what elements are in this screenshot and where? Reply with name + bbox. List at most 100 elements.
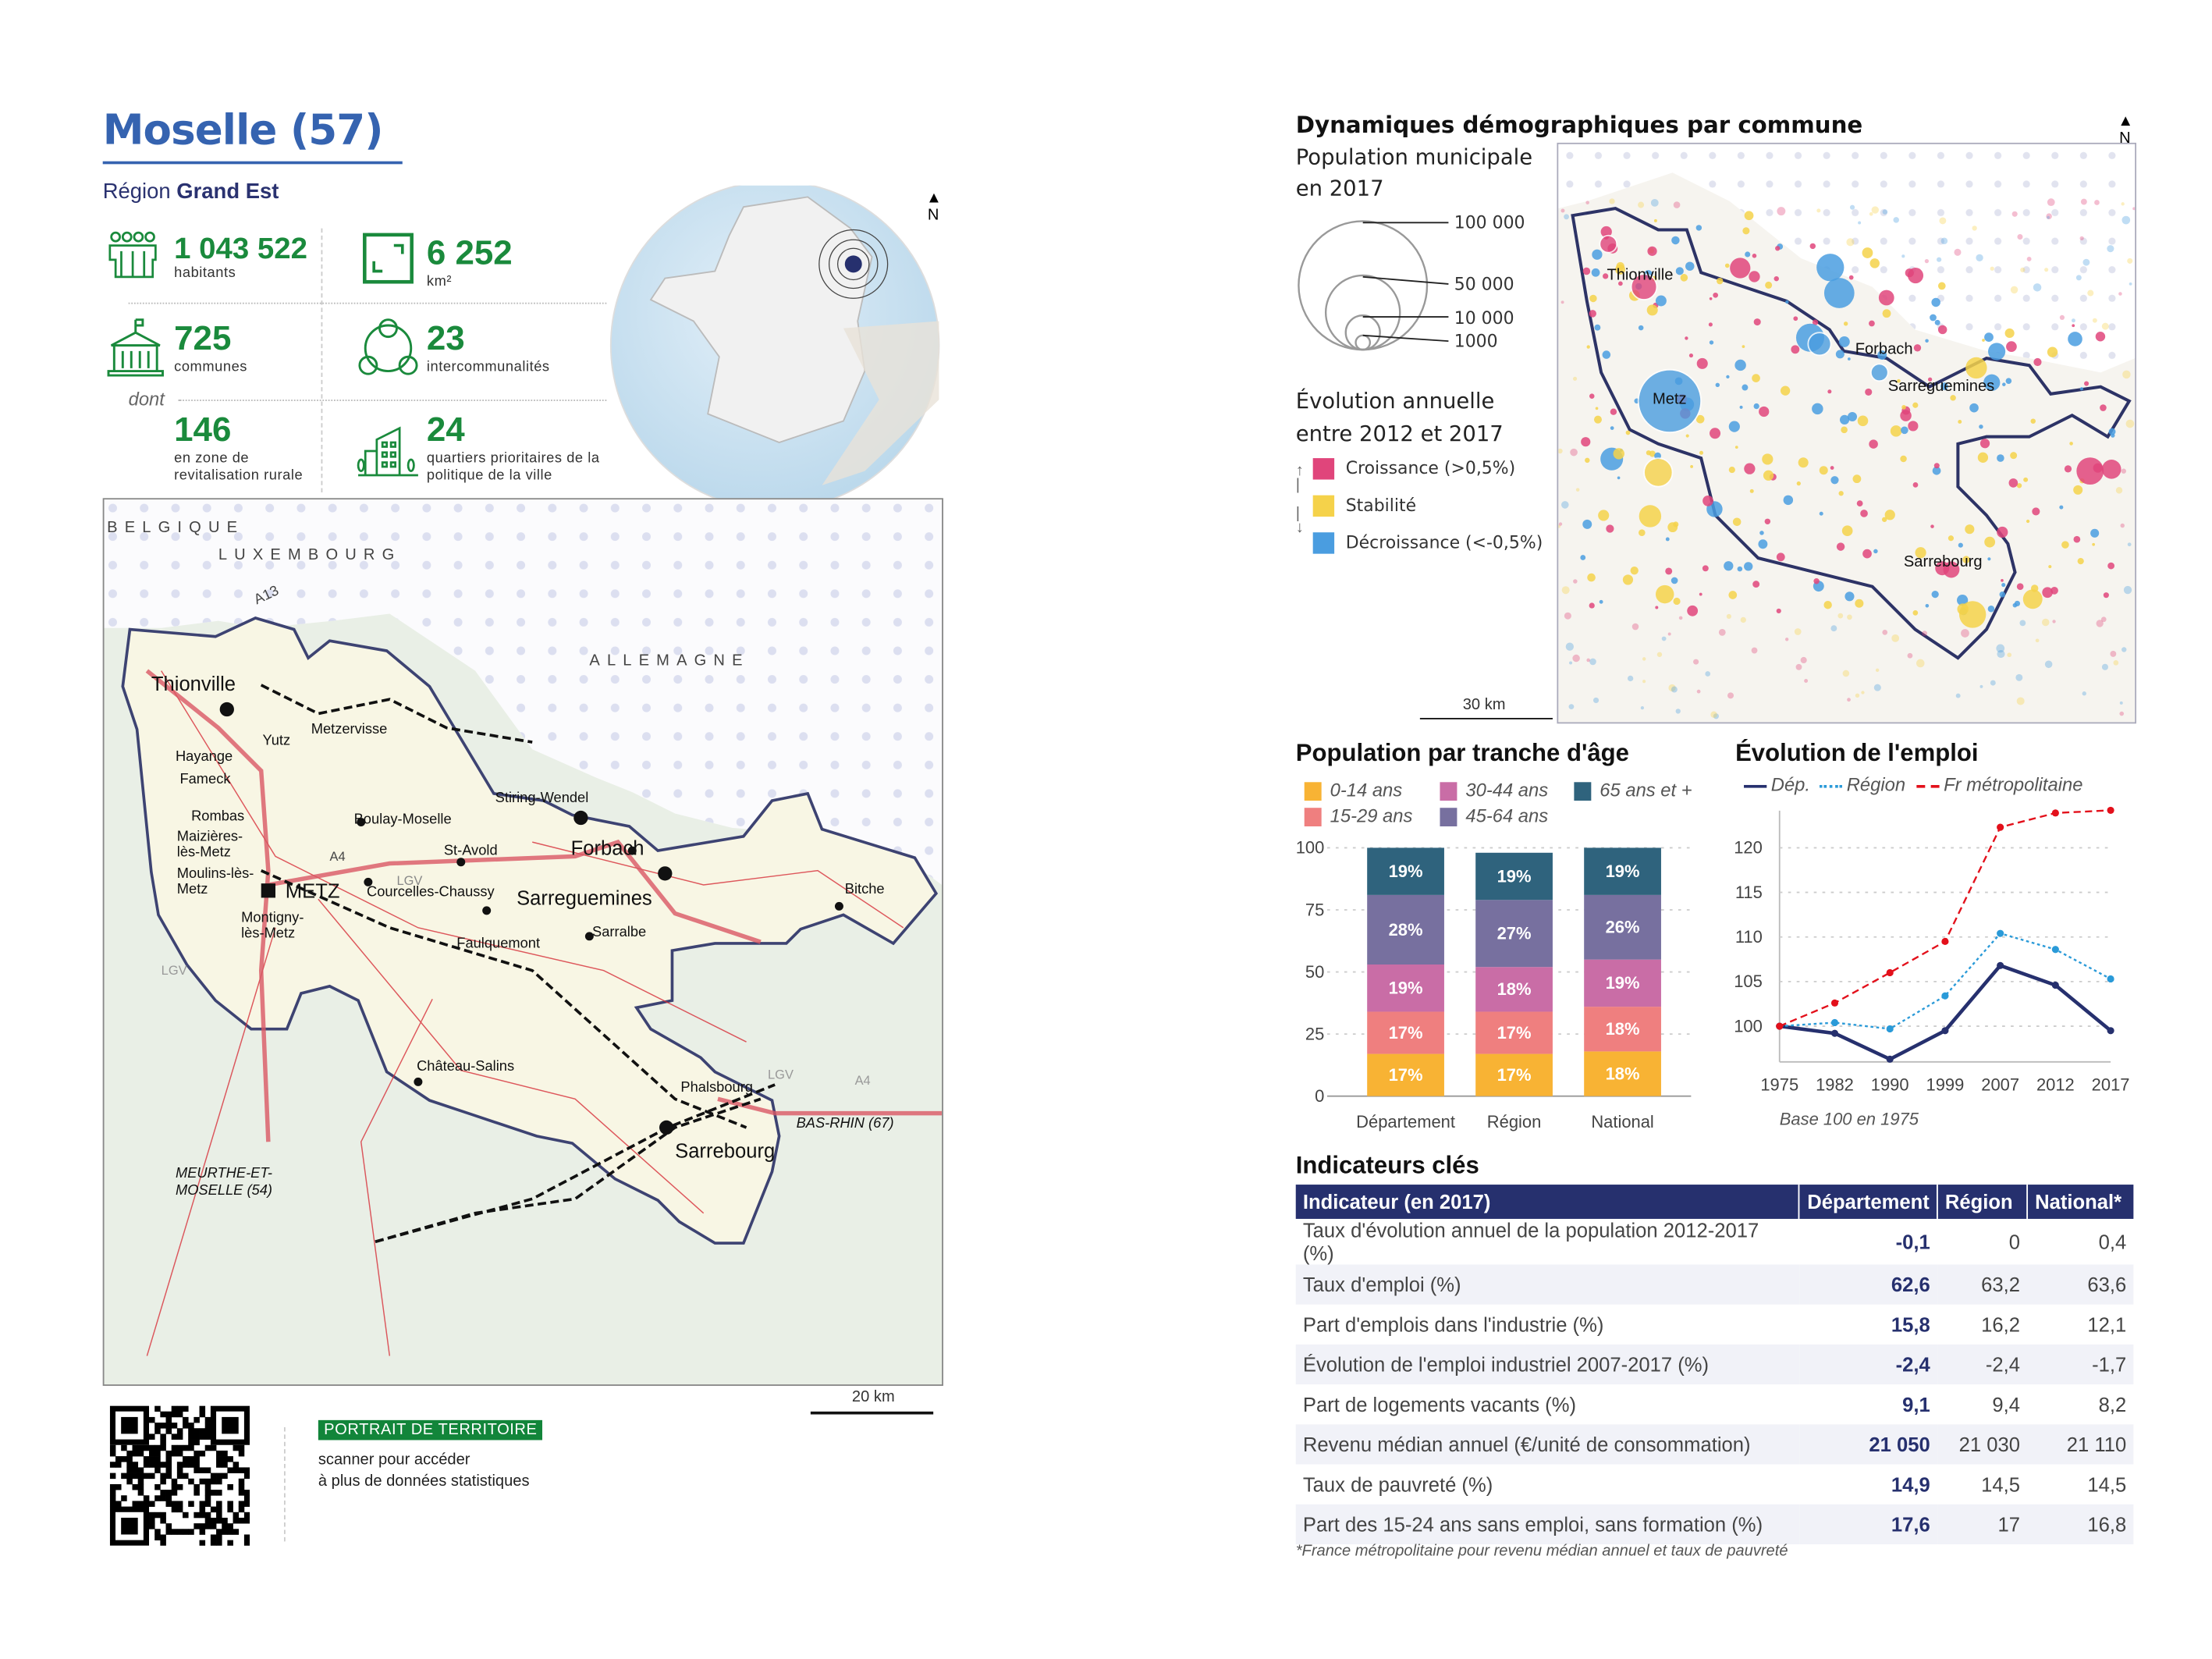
commune-bubble [1830,476,1839,485]
commune-bubble [1933,463,1940,469]
value-departement: -0,1 [1895,1230,1930,1253]
commune-bubble [1865,388,1873,396]
bar-data-label: 18% [1606,1019,1640,1039]
indicator-name: Taux d'emploi (%) [1295,1264,1800,1305]
commune-bubble [1905,268,1914,278]
commune-bubble [1812,403,1823,415]
town-label: Forbach [570,836,644,860]
commune-bubble [2016,483,2022,488]
series-line [1779,963,2112,1061]
commune-bubble [1749,271,1760,282]
commune-bubble [1958,420,1962,424]
commune-bubble [1912,402,1919,408]
value-national: 63,6 [2027,1264,2134,1305]
commune-bubble [2047,198,2055,207]
commune-bubble [1642,680,1646,684]
legend-line-icon [1819,784,1843,788]
commune-bubble [2111,433,2115,438]
commune-bubble [2101,460,2121,479]
indicator-name: Revenu médian annuel (€/unité de consomm… [1295,1424,1800,1465]
commune-bubble [1630,566,1639,575]
bar-segment [1367,964,1444,1012]
commune-bubble [1724,263,1730,268]
commune-bubble [1765,281,1773,289]
commune-bubble [1932,466,1941,475]
commune-bubble [1609,198,1615,204]
bar-segment [1584,1051,1661,1096]
commune-bubble [1558,522,1563,526]
commune-bubble [1572,654,1580,663]
commune-bubble [1665,567,1673,575]
buildings-icon [357,426,418,477]
commune-bubble [1947,535,1955,542]
commune-bubble [1613,448,1624,460]
commune-bubble [1699,450,1704,455]
evo-sub: entre 2012 et 2017 [1295,421,1504,447]
value-region: 63,2 [1937,1264,2028,1305]
commune-bubble [1858,221,1862,225]
value-departement: 21 050 [1799,1424,1937,1465]
commune-bubble [1979,425,1983,429]
commune-bubble [1661,636,1667,641]
commune-bubble [1795,663,1802,670]
commune-bubble [1631,623,1639,631]
commune-bubble [1827,389,1832,394]
legend-label: 30-44 ans [1465,779,1549,801]
commune-bubble [1965,357,1987,379]
kpi-label-population: habitants [174,265,236,282]
commune-bubble [1589,658,1596,666]
qr-code[interactable] [109,1405,250,1546]
table-row: Revenu médian annuel (€/unité de consomm… [1295,1424,2134,1465]
commune-bubble [1640,705,1645,710]
commune-bubble [1710,428,1721,439]
map-graphic [104,499,943,1385]
commune-bubble [1685,261,1695,271]
commune-bubble [1869,211,1873,216]
commune-bubble [1668,684,1676,692]
town-label: Sarreguemines [517,886,652,910]
commune-bubble [2010,286,2018,294]
kpi-value-intercommunalites: 23 [426,319,465,359]
y-tick-label: 105 [1734,972,1763,991]
bar-segment [1584,847,1661,895]
commune-bubble [1688,353,1694,358]
department-road-map[interactable]: BELGIQUE LUXEMBOURG ALLEMAGNE A13 A4 LGV… [102,498,943,1386]
commune-bubble [2064,465,2072,473]
commune-bubble [1937,325,1947,335]
commune-bubble [1813,578,1820,584]
commune-bubble [1759,406,1770,417]
demographic-map[interactable]: Thionville Metz Forbach Sarreguemines Sa… [1557,142,2137,724]
indicator-name: Taux d'évolution annuel de la population… [1302,1218,1759,1265]
commune-bubble [1937,282,1946,290]
area-icon [363,233,414,284]
commune-bubble [1837,613,1844,619]
commune-bubble [1587,573,1596,582]
data-point [2107,1027,2114,1035]
indicators-title: Indicateurs clés [1295,1152,1479,1179]
y-tick-label: 75 [1305,900,1324,919]
col-header-region: Région [1936,1185,2028,1219]
commune-bubble [1656,652,1663,657]
moselle-outline [1571,206,2132,660]
road-label: LGV [396,873,423,888]
commune-bubble [1990,266,1994,271]
size-label: 50 000 [1454,274,1514,294]
commune-bubble [1997,650,2005,659]
commune-bubble [1882,309,1891,318]
road-label: A4 [329,849,346,864]
legend-swatch-decline [1312,532,1335,554]
commune-bubble [2121,468,2127,474]
legend-label: 45-64 ans [1465,805,1549,826]
data-point [2051,946,2059,954]
commune-bubble [2032,507,2040,516]
value-departement: 62,6 [1799,1264,1937,1305]
bar-segment [1475,852,1553,901]
proportional-circles-legend [1298,220,1449,351]
data-point [2051,981,2059,989]
commune-bubble [2059,505,2064,510]
town-label: Hayange [175,749,233,766]
demo-scale-bar [1419,717,1553,719]
commune-bubble [1869,363,1889,382]
commune-bubble [2107,562,2115,570]
commune-bubble [1962,556,1970,563]
